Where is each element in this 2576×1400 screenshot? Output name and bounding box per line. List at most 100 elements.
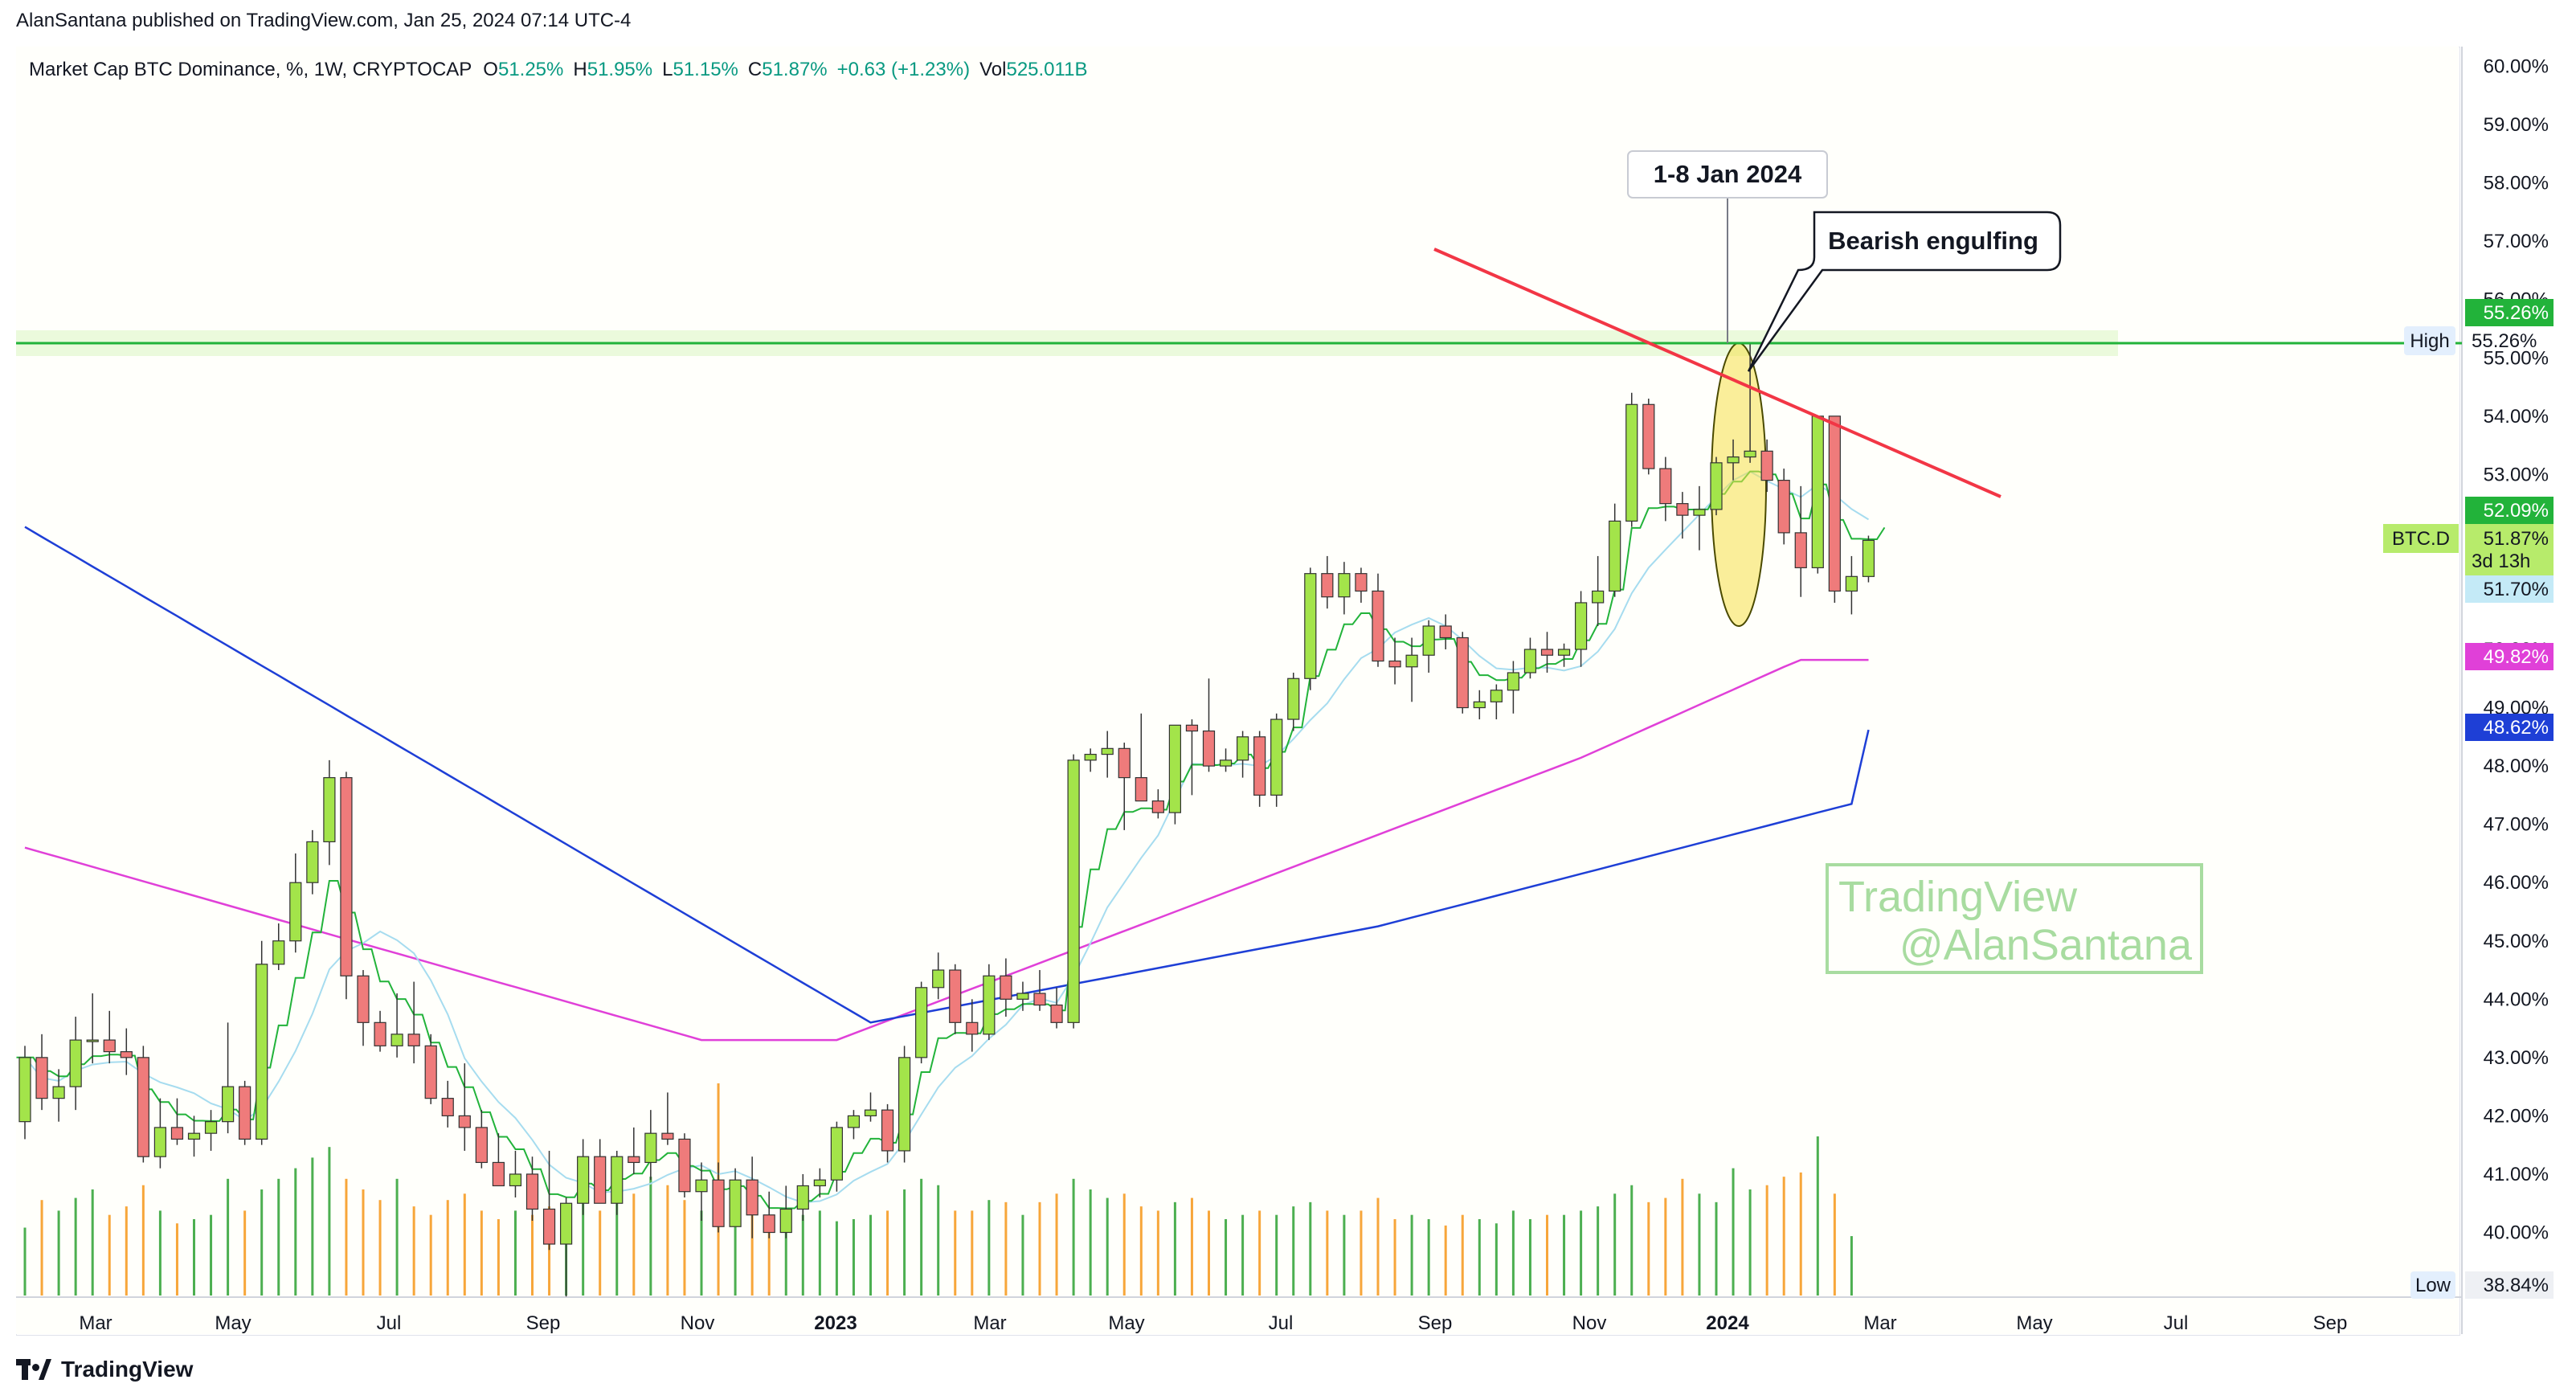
- low-value: 38.84%: [2484, 1275, 2549, 1296]
- candle-body: [644, 1132, 657, 1164]
- candle-body: [983, 975, 996, 1035]
- candle-body: [779, 1208, 792, 1234]
- candle-down: [1151, 789, 1164, 819]
- candle-down: [1777, 469, 1790, 545]
- candle-body: [1710, 462, 1723, 510]
- volume-bar: [1190, 1197, 1193, 1296]
- candle-body: [1067, 759, 1080, 1023]
- volume-bar: [1494, 1223, 1498, 1296]
- candle-up: [1811, 415, 1824, 574]
- candle-down: [1676, 492, 1689, 539]
- candle-up: [898, 1046, 911, 1163]
- volume-bar: [920, 1178, 923, 1296]
- high-label: High: [2410, 330, 2449, 352]
- volume-bar: [74, 1197, 77, 1296]
- candle-body: [932, 969, 945, 989]
- candle-down: [1659, 456, 1672, 522]
- descending-trendline[interactable]: [1433, 248, 2002, 498]
- candle-body: [611, 1156, 624, 1204]
- volume-bar: [1613, 1193, 1617, 1296]
- candle-body: [1372, 590, 1384, 662]
- candle-down: [1388, 637, 1401, 685]
- last-price-badge: 51.87%: [2484, 528, 2549, 550]
- volume-bar: [1410, 1214, 1413, 1296]
- footer-brand[interactable]: TradingView: [16, 1357, 193, 1382]
- candle-body: [153, 1127, 166, 1157]
- price-tick-label: 53.00%: [2484, 464, 2549, 485]
- date-callout[interactable]: 1-8 Jan 2024: [1627, 150, 1828, 199]
- volume-bar: [1122, 1193, 1126, 1296]
- candle-up: [1574, 591, 1588, 667]
- candle-up: [1422, 620, 1435, 673]
- ma100-badge: 48.62%: [2484, 717, 2549, 739]
- volume-bar: [277, 1178, 280, 1296]
- candle-up: [86, 993, 99, 1064]
- volume-bar: [260, 1189, 264, 1296]
- ma-blue-line: [24, 526, 1870, 1024]
- volume-bar: [1376, 1197, 1380, 1296]
- candle-up: [1067, 754, 1080, 1029]
- volume-bar: [599, 1210, 602, 1296]
- candle-body: [1355, 573, 1368, 592]
- volume-bar: [1732, 1168, 1735, 1296]
- candle-up: [323, 759, 336, 866]
- volume-bar: [210, 1214, 213, 1296]
- candle-body: [1321, 573, 1334, 598]
- footer-brand-text: TradingView: [61, 1357, 194, 1382]
- volume-bar: [1630, 1185, 1634, 1296]
- candle-body: [881, 1109, 894, 1152]
- candle-down: [1540, 632, 1554, 673]
- volume-bar: [1664, 1197, 1667, 1296]
- candle-body: [390, 1034, 403, 1046]
- candle-body: [222, 1086, 235, 1123]
- price-tick-label: 47.00%: [2484, 814, 2549, 836]
- candle-down: [35, 1034, 48, 1111]
- candle-up: [1219, 748, 1233, 772]
- candle-up: [864, 1092, 877, 1122]
- candle-up: [1845, 555, 1858, 615]
- candle-down: [170, 1098, 184, 1145]
- price-tick-label: 55.00%: [2484, 347, 2549, 369]
- pattern-callout[interactable]: Bearish engulfing: [1747, 211, 2062, 372]
- volume-bar: [108, 1214, 111, 1296]
- candle-down: [120, 1028, 133, 1075]
- candle-body: [1405, 654, 1418, 668]
- volume-bar: [1004, 1201, 1008, 1296]
- candle-down: [441, 1080, 454, 1128]
- volume-bar: [1563, 1214, 1566, 1296]
- volume-bar: [446, 1200, 449, 1296]
- candle-down: [1642, 399, 1655, 475]
- volume-bar: [1478, 1218, 1481, 1296]
- price-tick-label: 40.00%: [2484, 1222, 2549, 1244]
- candle-up: [1405, 637, 1418, 702]
- time-axis-label: May: [1108, 1312, 1144, 1334]
- candle-up: [69, 1017, 82, 1111]
- time-axis-label: May: [2016, 1312, 2052, 1334]
- candle-body: [1388, 660, 1401, 668]
- time-axis-label: Jul: [2164, 1312, 2189, 1334]
- candle-body: [187, 1132, 201, 1140]
- volume-bar: [1528, 1218, 1531, 1296]
- volume-bar: [971, 1210, 974, 1296]
- volume-bar: [852, 1218, 855, 1296]
- candle-body: [1168, 724, 1182, 813]
- time-axis-label: Sep: [2313, 1312, 2348, 1334]
- candle-down: [1355, 567, 1368, 603]
- candle-up: [847, 1110, 861, 1140]
- candle-body: [796, 1185, 809, 1210]
- volume-bar: [767, 1214, 771, 1296]
- candle-down: [746, 1156, 758, 1238]
- volume-bar: [40, 1200, 43, 1296]
- pattern-callout-text: Bearish engulfing: [1828, 227, 2038, 255]
- candle-body: [1101, 747, 1114, 755]
- time-axis-label: Mar: [79, 1312, 112, 1334]
- candle-down: [137, 1046, 149, 1163]
- volume-bar: [954, 1210, 957, 1296]
- candle-down: [1321, 555, 1334, 609]
- candle-up: [289, 853, 302, 953]
- candle-down: [374, 1010, 386, 1052]
- candle-up: [983, 964, 996, 1041]
- time-axis-label: Nov: [1572, 1312, 1607, 1334]
- volume-bar: [1309, 1201, 1312, 1296]
